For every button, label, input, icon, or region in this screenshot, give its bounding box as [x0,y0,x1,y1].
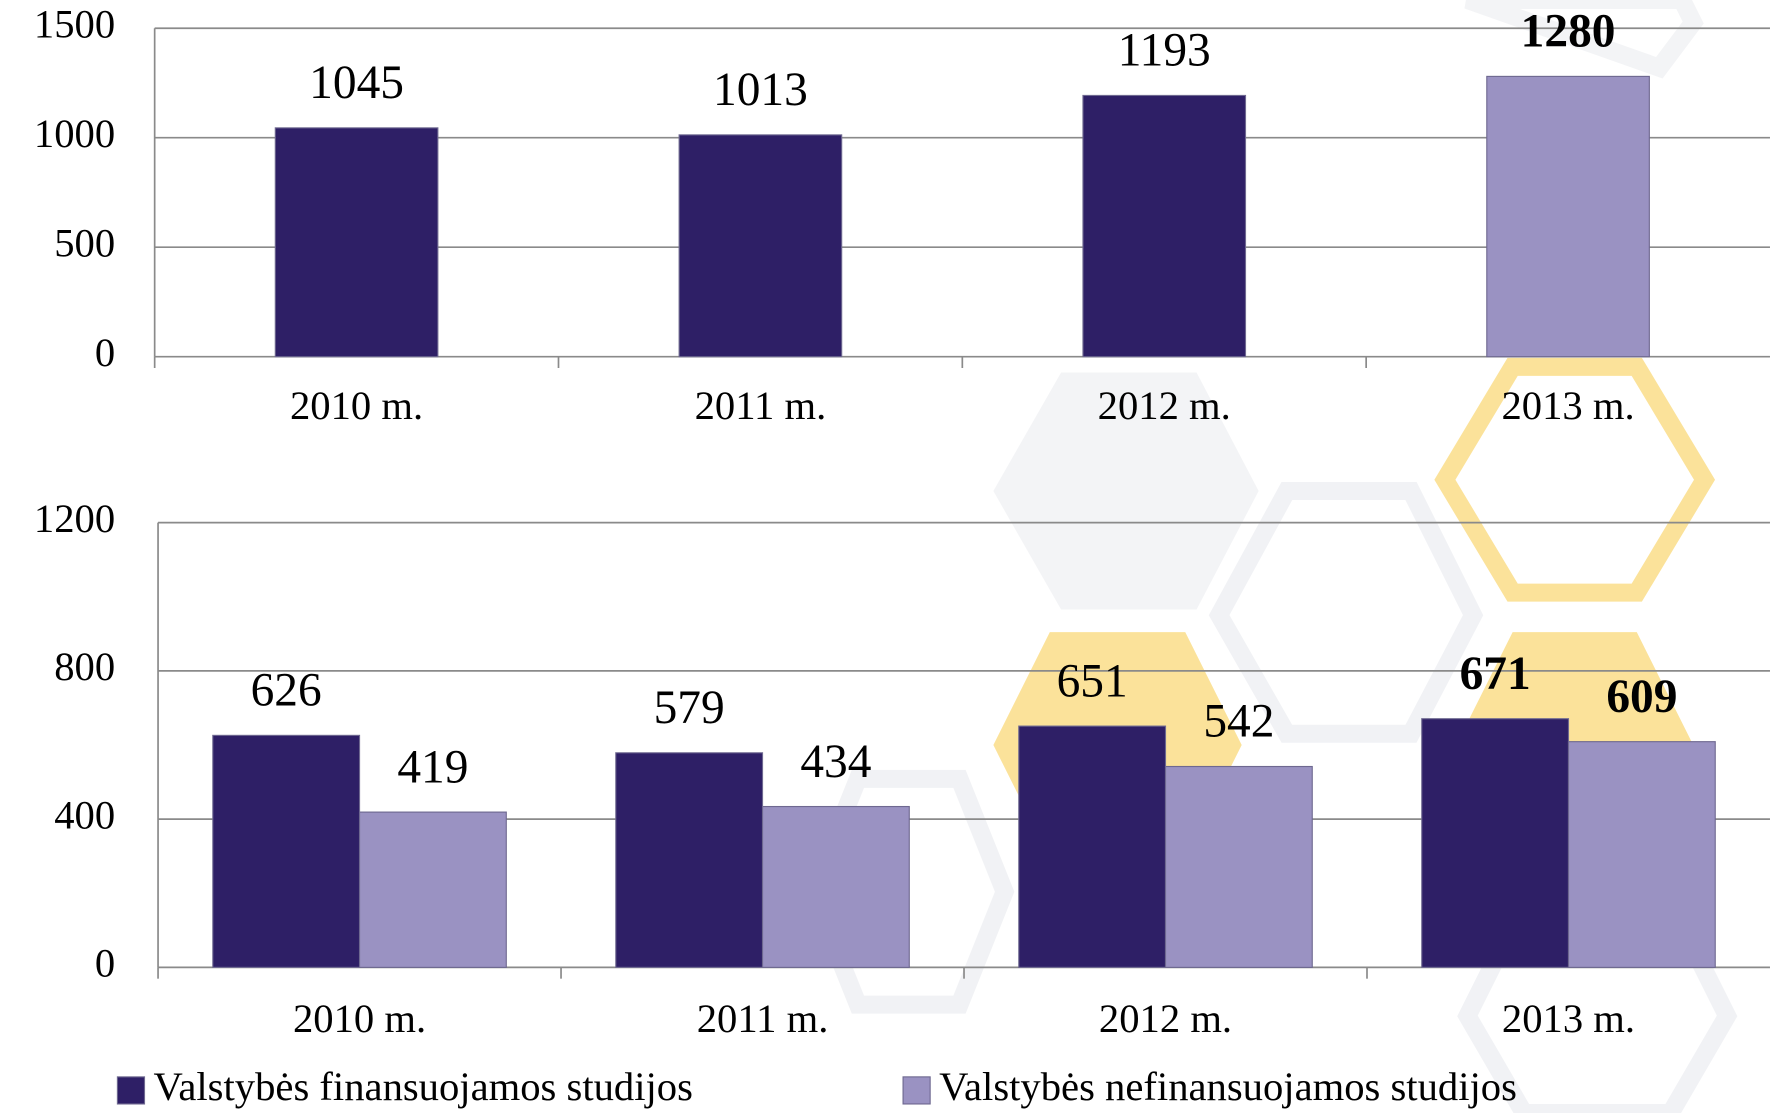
value-label: 434 [800,736,871,788]
y-tick-label: 0 [95,941,115,986]
bar [1421,718,1570,968]
bar [358,811,507,968]
x-tick-label: 2013 m. [1501,383,1634,428]
value-label: 542 [1203,696,1274,748]
value-label: 1013 [713,64,808,116]
x-tick-label: 2011 m. [695,383,827,428]
value-label: 671 [1460,648,1531,700]
bar [615,752,764,968]
bar [761,805,910,968]
value-label: 651 [1057,655,1128,707]
x-tick-label: 2013 m. [1502,996,1635,1041]
bar [678,134,843,358]
value-label: 1193 [1118,25,1211,77]
legend-swatch [116,1076,146,1105]
y-tick-label: 400 [54,792,115,837]
y-tick-label: 0 [95,330,115,375]
value-label: 626 [251,665,322,717]
bar [212,734,361,968]
bar [1018,725,1167,968]
x-tick-label: 2010 m. [290,383,423,428]
legend-swatch [902,1076,931,1105]
x-tick-label: 2012 m. [1099,996,1232,1041]
y-tick-label: 800 [54,644,115,689]
x-tick-label: 2010 m. [293,996,426,1041]
y-tick-label: 1500 [34,2,115,47]
y-tick-label: 1000 [34,111,115,156]
y-tick-label: 1200 [34,496,115,541]
legend-label: Valstybės nefinansuojamos studijos [939,1064,1517,1109]
x-tick-label: 2011 m. [697,996,829,1041]
value-label: 579 [654,682,725,734]
value-label: 1045 [309,57,404,109]
legend-label: Valstybės finansuojamos studijos [154,1064,693,1109]
bar [1486,75,1650,358]
value-label: 1280 [1521,6,1616,58]
value-label: 609 [1606,671,1677,723]
bar [1164,765,1313,968]
y-tick-label: 500 [54,221,115,266]
bar [1567,741,1716,968]
x-tick-label: 2012 m. [1098,383,1231,428]
bar [1082,94,1247,358]
bar [274,127,439,358]
value-label: 419 [397,741,468,793]
